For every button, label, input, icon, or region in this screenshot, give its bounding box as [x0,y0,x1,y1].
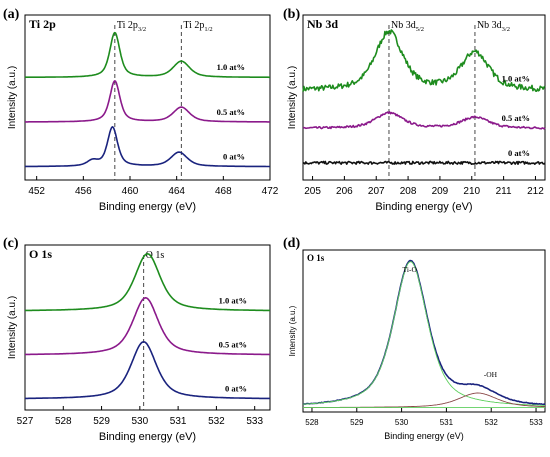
plot-frame [24,14,271,181]
peak-label-base: Ti 2p [183,20,204,31]
x-tick-label: 209 [432,186,449,197]
x-tick-label: 532 [208,416,225,427]
series-line [302,29,546,92]
peak-annotation: Ti-O [403,265,418,274]
x-axis-label: Binding energy (eV) [384,431,464,441]
series-label: 1.0 at% [502,74,530,84]
series-line [302,259,546,406]
x-tick-label: 468 [215,186,232,197]
y-axis-label: Intensity (a.u.) [7,296,18,359]
x-tick-label: 529 [350,418,364,427]
peak-label-subscript: 5/2 [416,26,424,33]
peak-label: Ti 2p3/2 [117,20,146,33]
peak-label-subscript: 1/2 [204,26,212,33]
peak-label: Ti 2p1/2 [183,20,212,33]
series-line [302,111,546,130]
x-axis-label: Binding energy (eV) [99,431,196,443]
x-axis-label: Binding energy (eV) [375,201,472,213]
x-tick-label: 531 [440,418,454,427]
peak-label-subscript: 3/2 [502,26,510,33]
panel-label: (b) [283,7,300,22]
peak-label: O 1s [146,250,165,261]
x-tick-label: 528 [55,416,72,427]
series-line [25,253,270,312]
x-tick-label: 210 [463,186,480,197]
series-line [24,31,270,79]
x-tick-label: 452 [28,186,45,197]
series-line [302,261,545,406]
chart-title: Ti 2p [29,17,56,31]
series-line [25,296,270,356]
peak-label: Nb 3d5/2 [391,20,424,33]
x-tick-label: 530 [395,418,409,427]
series-label: 0 at% [223,151,245,161]
x-tick-label: 530 [132,416,149,427]
x-tick-label: 460 [122,186,139,197]
peak-label-base: Ti 2p [117,20,138,31]
series-label: 0 at% [225,383,247,393]
x-tick-label: 464 [168,186,185,197]
panel-label: (a) [3,7,20,22]
x-tick-label: 529 [93,416,110,427]
series-line [25,340,271,400]
peak-label-subscript: 3/2 [138,26,146,33]
x-tick-label: 456 [75,186,92,197]
series-label: 0.5 at% [217,107,245,117]
series-label: 0.5 at% [219,339,247,349]
x-tick-label: 205 [304,186,321,197]
x-tick-label: 207 [368,186,385,197]
chart-title: O 1s [307,253,325,263]
chart-title: Nb 3d [307,17,338,31]
plot-frame [302,14,546,181]
y-axis-label: Intensity (a.u.) [288,305,297,356]
x-tick-label: 206 [336,186,353,197]
peak-annotation: -OH [484,370,498,379]
x-axis-label: Binding energy (eV) [99,201,196,213]
x-tick-label: 533 [529,418,543,427]
panel-label: (c) [3,236,19,251]
x-tick-label: 212 [527,186,544,197]
panel-b: (b) Nb 3d 205 206 207 208 209 210 211 212 Binding … [283,7,546,213]
peak-label-base: Nb 3d [391,20,416,31]
x-tick-label: 532 [485,418,499,427]
x-tick-label: 211 [496,186,512,197]
series-label: 0 at% [508,148,530,158]
peak-label-base: O 1s [146,250,165,261]
x-tick-label: 208 [400,186,417,197]
plot-frame [24,244,271,411]
peak-label: Nb 3d3/2 [477,20,510,33]
panel-a: (a) Ti 2p 452 456 460 464 468 472 Binding energy… [3,7,279,213]
y-axis-label: Intensity (a.u.) [7,66,18,129]
series-line [25,126,270,168]
x-tick-label: 528 [305,418,319,427]
x-tick-label: 531 [170,416,187,427]
panel-c: (c) O 1s 527 528 529 530 531 532 533 Binding ener… [3,236,271,443]
peak-label-base: Nb 3d [477,20,502,31]
plot-frame [302,249,546,413]
panel-d: (d) O 1s 528 529 530 531 532 533 Binding energy … [283,236,546,441]
x-tick-label: 527 [17,416,34,427]
panel-label: (d) [283,236,300,251]
y-axis-label: Intensity (a.u.) [287,66,298,129]
series-label: 1.0 at% [217,62,245,72]
series-line [25,80,270,123]
chart-title: O 1s [29,247,52,261]
series-label: 0.5 at% [502,113,530,123]
series-label: 1.0 at% [219,295,247,305]
x-tick-label: 533 [246,416,263,427]
x-tick-label: 472 [262,186,279,197]
series-line [302,160,546,165]
